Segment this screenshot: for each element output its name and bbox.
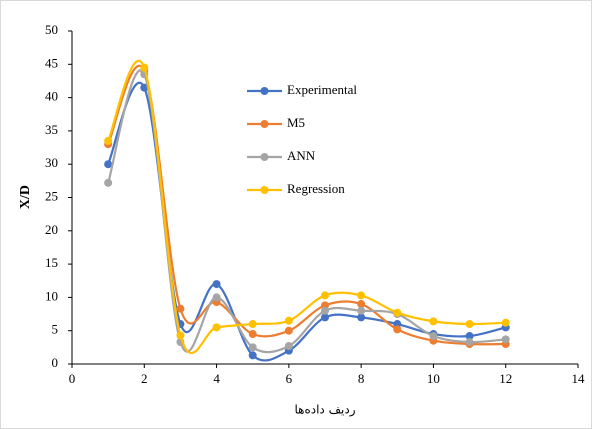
- data-point: [501, 318, 510, 327]
- y-tick-label: 30: [45, 155, 58, 170]
- data-point: [104, 136, 113, 145]
- data-point: [321, 313, 329, 322]
- data-point: [357, 313, 366, 322]
- data-point: [176, 304, 185, 313]
- data-point: [393, 308, 402, 317]
- data-point: [176, 331, 185, 340]
- y-tick-label: 5: [52, 322, 59, 337]
- data-point: [248, 351, 257, 360]
- data-point: [321, 291, 329, 300]
- data-point: [321, 306, 329, 315]
- data-point: [465, 338, 474, 347]
- data-point: [357, 300, 366, 309]
- x-tick-label: 8: [358, 371, 365, 386]
- x-tick-label: 12: [499, 371, 512, 386]
- x-tick-label: 0: [69, 371, 76, 386]
- legend-marker: [260, 87, 269, 95]
- data-point: [284, 342, 293, 351]
- data-point: [212, 280, 221, 289]
- legend-label: ANN: [287, 148, 316, 163]
- data-point: [357, 291, 366, 300]
- legend-label: Regression: [287, 181, 345, 196]
- legend-marker: [260, 153, 269, 161]
- y-tick-label: 50: [45, 22, 58, 37]
- x-tick-label: 10: [427, 371, 440, 386]
- data-point: [284, 316, 293, 325]
- data-point: [284, 326, 293, 335]
- y-tick-label: 45: [45, 55, 58, 70]
- y-tick-label: 0: [52, 355, 59, 370]
- x-tick-label: 4: [213, 371, 220, 386]
- legend-marker: [260, 186, 269, 194]
- data-point: [393, 325, 402, 334]
- x-axis-label: ردیف داده‌ها: [294, 403, 355, 418]
- x-tick-label: 14: [572, 371, 586, 386]
- data-point: [357, 306, 366, 315]
- y-tick-label: 25: [45, 188, 58, 203]
- legend-label: Experimental: [287, 82, 357, 97]
- x-tick-label: 2: [141, 371, 148, 386]
- legend-marker: [260, 120, 269, 128]
- data-point: [212, 293, 221, 302]
- data-point: [465, 332, 474, 341]
- y-tick-label: 35: [45, 122, 58, 137]
- data-point: [104, 178, 113, 187]
- data-point: [248, 330, 257, 339]
- data-point: [465, 320, 474, 329]
- y-tick-label: 20: [45, 222, 58, 237]
- data-point: [248, 320, 257, 329]
- data-point: [429, 317, 438, 326]
- x-tick-label: 6: [286, 371, 293, 386]
- data-point: [140, 63, 149, 72]
- y-tick-label: 15: [45, 255, 58, 270]
- y-axis-label: X/D: [18, 185, 33, 209]
- data-point: [104, 160, 113, 169]
- data-point: [212, 323, 221, 332]
- y-tick-label: 40: [45, 89, 58, 104]
- y-tick-label: 10: [45, 288, 58, 303]
- data-point: [140, 83, 149, 92]
- data-point: [501, 335, 510, 344]
- legend-label: M5: [287, 115, 305, 130]
- data-point: [429, 332, 438, 341]
- data-point: [248, 343, 257, 352]
